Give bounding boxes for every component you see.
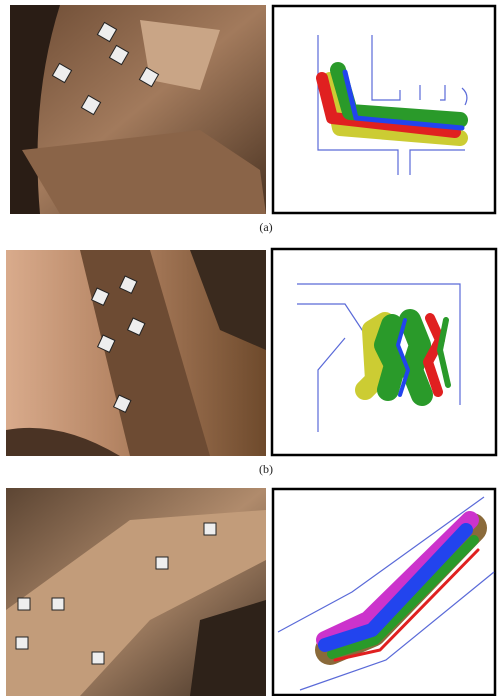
- plot-a: [273, 6, 495, 213]
- figure: (a) (b): [0, 0, 498, 696]
- plot-c: [273, 489, 495, 695]
- caption: (a): [259, 220, 272, 234]
- caption: (b): [259, 462, 273, 476]
- photo-b: [6, 250, 266, 456]
- photo-c: [6, 488, 266, 696]
- plot-b: [272, 249, 496, 455]
- photo-a: [10, 5, 266, 214]
